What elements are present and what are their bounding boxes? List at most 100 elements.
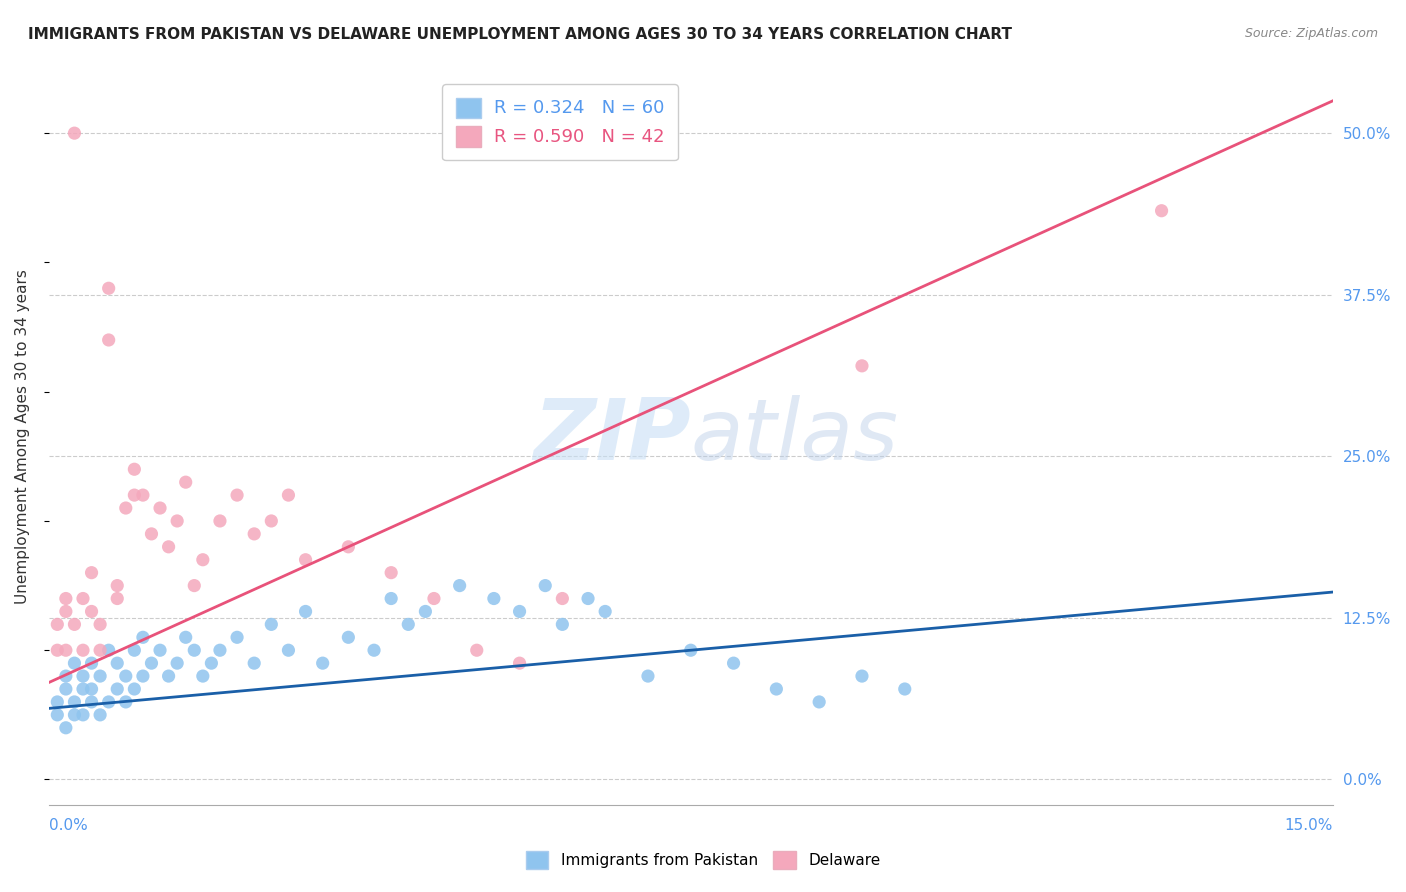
Point bbox=[415, 604, 437, 618]
Point bbox=[311, 656, 333, 670]
Point bbox=[114, 695, 136, 709]
Text: Source: ZipAtlas.com: Source: ZipAtlas.com bbox=[1244, 27, 1378, 40]
Point bbox=[80, 604, 103, 618]
Y-axis label: Unemployment Among Ages 30 to 34 years: Unemployment Among Ages 30 to 34 years bbox=[15, 269, 30, 605]
Point bbox=[243, 656, 266, 670]
Point bbox=[55, 604, 77, 618]
Point bbox=[72, 669, 94, 683]
Point bbox=[89, 669, 111, 683]
Point bbox=[277, 643, 299, 657]
Point bbox=[226, 488, 249, 502]
Point bbox=[200, 656, 222, 670]
Point bbox=[294, 604, 316, 618]
Point bbox=[260, 617, 283, 632]
Point bbox=[55, 681, 77, 696]
Point bbox=[97, 281, 120, 295]
Point bbox=[808, 695, 831, 709]
Point bbox=[183, 643, 205, 657]
Point bbox=[509, 656, 531, 670]
Point bbox=[141, 527, 163, 541]
Point bbox=[46, 695, 69, 709]
Point bbox=[1150, 203, 1173, 218]
Point bbox=[63, 695, 86, 709]
Point bbox=[80, 695, 103, 709]
Point bbox=[97, 695, 120, 709]
Point bbox=[149, 501, 172, 516]
Point bbox=[72, 681, 94, 696]
Text: IMMIGRANTS FROM PAKISTAN VS DELAWARE UNEMPLOYMENT AMONG AGES 30 TO 34 YEARS CORR: IMMIGRANTS FROM PAKISTAN VS DELAWARE UNE… bbox=[28, 27, 1012, 42]
Point bbox=[89, 617, 111, 632]
Point bbox=[46, 707, 69, 722]
Point bbox=[337, 630, 360, 644]
Point bbox=[166, 514, 188, 528]
Point bbox=[260, 514, 283, 528]
Point bbox=[97, 333, 120, 347]
Point bbox=[97, 643, 120, 657]
Point bbox=[423, 591, 446, 606]
Point bbox=[105, 681, 128, 696]
Point bbox=[851, 359, 873, 373]
Point bbox=[72, 591, 94, 606]
Point bbox=[124, 488, 146, 502]
Point bbox=[132, 488, 155, 502]
Point bbox=[894, 681, 917, 696]
Point bbox=[105, 591, 128, 606]
Point bbox=[449, 578, 471, 592]
Point bbox=[132, 669, 155, 683]
Point bbox=[46, 643, 69, 657]
Point bbox=[63, 707, 86, 722]
Point bbox=[679, 643, 702, 657]
Point bbox=[80, 566, 103, 580]
Point bbox=[363, 643, 385, 657]
Point bbox=[208, 643, 231, 657]
Point bbox=[765, 681, 787, 696]
Point bbox=[576, 591, 599, 606]
Point bbox=[72, 707, 94, 722]
Point bbox=[105, 656, 128, 670]
Point bbox=[174, 475, 197, 490]
Point bbox=[63, 126, 86, 140]
Point bbox=[174, 630, 197, 644]
Point bbox=[55, 643, 77, 657]
Legend: R = 0.324   N = 60, R = 0.590   N = 42: R = 0.324 N = 60, R = 0.590 N = 42 bbox=[443, 84, 678, 160]
Point bbox=[55, 591, 77, 606]
Point bbox=[509, 604, 531, 618]
Legend: Immigrants from Pakistan, Delaware: Immigrants from Pakistan, Delaware bbox=[519, 845, 887, 875]
Text: 0.0%: 0.0% bbox=[49, 818, 87, 833]
Point bbox=[149, 643, 172, 657]
Point bbox=[465, 643, 488, 657]
Point bbox=[551, 591, 574, 606]
Point bbox=[208, 514, 231, 528]
Text: 15.0%: 15.0% bbox=[1285, 818, 1333, 833]
Point bbox=[337, 540, 360, 554]
Point bbox=[72, 643, 94, 657]
Point bbox=[277, 488, 299, 502]
Point bbox=[114, 669, 136, 683]
Point bbox=[89, 643, 111, 657]
Point bbox=[80, 681, 103, 696]
Point bbox=[534, 578, 557, 592]
Point bbox=[63, 617, 86, 632]
Point bbox=[166, 656, 188, 670]
Point bbox=[55, 669, 77, 683]
Point bbox=[637, 669, 659, 683]
Point bbox=[124, 681, 146, 696]
Point bbox=[46, 617, 69, 632]
Point bbox=[157, 669, 180, 683]
Point bbox=[551, 617, 574, 632]
Point bbox=[55, 721, 77, 735]
Point bbox=[380, 566, 402, 580]
Point bbox=[141, 656, 163, 670]
Point bbox=[380, 591, 402, 606]
Point bbox=[396, 617, 419, 632]
Point bbox=[851, 669, 873, 683]
Point bbox=[723, 656, 745, 670]
Point bbox=[132, 630, 155, 644]
Point bbox=[80, 656, 103, 670]
Point bbox=[243, 527, 266, 541]
Point bbox=[226, 630, 249, 644]
Point bbox=[294, 553, 316, 567]
Point bbox=[191, 553, 214, 567]
Point bbox=[114, 501, 136, 516]
Point bbox=[191, 669, 214, 683]
